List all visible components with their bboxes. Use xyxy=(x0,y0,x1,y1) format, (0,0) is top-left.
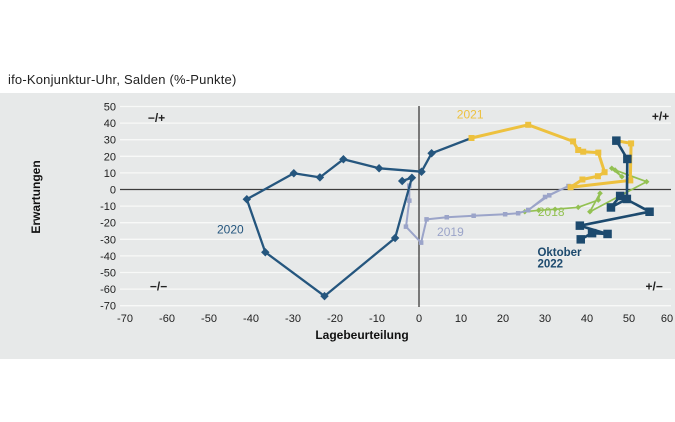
x-tick--70: -70 xyxy=(117,313,133,325)
series-2020-marker-6 xyxy=(289,168,299,178)
series-2019-marker-3 xyxy=(542,194,548,200)
x-tick--10: -10 xyxy=(369,313,385,325)
quadrant-label-2: −/− xyxy=(150,280,167,294)
x-tick-0: 0 xyxy=(416,313,422,325)
x-tick--50: -50 xyxy=(201,313,217,325)
quadrant-label-1: +/+ xyxy=(652,109,669,123)
series-2018-marker-3 xyxy=(643,178,650,185)
y-tick-40: 40 xyxy=(104,118,116,130)
series-2018-marker-5 xyxy=(597,190,603,197)
x-tick-60: 60 xyxy=(661,313,673,325)
series-2022-marker-6 xyxy=(575,221,585,230)
series-2021-marker-11 xyxy=(628,140,635,147)
series-2019-marker-6 xyxy=(502,212,508,217)
series-2021-marker-8 xyxy=(579,176,586,183)
series-2018-marker-1 xyxy=(619,173,625,180)
series-2020-marker-3 xyxy=(320,291,329,301)
y-tick--40: -40 xyxy=(100,251,116,263)
series-2019-marker-5 xyxy=(515,211,521,216)
y-tick--70: -70 xyxy=(100,301,116,313)
series-2020-marker-8 xyxy=(339,155,348,164)
series-2022-label-line2: 2022 xyxy=(537,259,563,271)
series-2020-marker-2 xyxy=(390,233,400,243)
x-tick-30: 30 xyxy=(539,313,551,325)
series-2022-marker-3 xyxy=(606,203,616,212)
series-2020-marker-7 xyxy=(315,173,325,182)
series-2019-label: 2019 xyxy=(437,225,464,239)
x-tick--20: -20 xyxy=(327,313,343,325)
quadrant-label-3: +/− xyxy=(646,280,663,294)
series-2020-marker-9 xyxy=(374,164,384,173)
series-2019-marker-9 xyxy=(424,217,429,222)
series-2018-marker-2 xyxy=(612,167,618,173)
x-tick-40: 40 xyxy=(581,313,593,325)
series-2020-marker-1 xyxy=(407,173,417,182)
series-2021-label: 2021 xyxy=(457,107,484,121)
series-2019-marker-12 xyxy=(407,198,412,203)
y-tick-50: 50 xyxy=(104,102,116,114)
series-2020-marker-11 xyxy=(427,149,436,158)
series-2021-marker-9 xyxy=(567,184,574,191)
y-tick--20: -20 xyxy=(100,218,116,230)
series-2020-marker-4 xyxy=(261,247,270,257)
series-2020-marker-10 xyxy=(417,167,426,176)
series-2019-line xyxy=(405,184,570,244)
x-tick--60: -60 xyxy=(159,313,175,325)
series-2019-marker-7 xyxy=(471,213,476,218)
series-2022-marker-0 xyxy=(612,136,621,145)
series-2022-marker-1 xyxy=(623,154,632,164)
series-2021-marker-2 xyxy=(570,138,577,145)
series-2019-marker-11 xyxy=(403,224,409,229)
x-tick-10: 10 xyxy=(455,313,467,325)
series-2018-marker-9 xyxy=(535,207,542,214)
x-tick--40: -40 xyxy=(243,313,259,325)
y-tick-20: 20 xyxy=(104,151,116,163)
series-2021-marker-7 xyxy=(594,173,601,180)
series-2021-marker-6 xyxy=(601,169,608,176)
x-tick--30: -30 xyxy=(285,313,301,325)
series-2019-marker-4 xyxy=(526,208,531,213)
series-2022-line xyxy=(578,139,651,241)
x-tick-20: 20 xyxy=(497,313,509,325)
series-2022-marker-9 xyxy=(576,235,585,244)
series-2021-marker-5 xyxy=(595,149,602,156)
y-tick--30: -30 xyxy=(100,234,116,246)
series-2019-marker-1 xyxy=(547,193,552,198)
y-tick-30: 30 xyxy=(104,135,116,147)
series-2018-marker-4 xyxy=(587,208,593,215)
series-2019-marker-8 xyxy=(444,215,449,220)
y-tick--10: -10 xyxy=(100,201,116,213)
series-2021-marker-4 xyxy=(580,148,587,155)
series-2021-marker-0 xyxy=(468,135,475,141)
series-2022-marker-7 xyxy=(603,229,612,239)
y-tick-10: 10 xyxy=(104,168,116,180)
series-2020-marker-5 xyxy=(242,195,252,204)
series-2022-marker-2 xyxy=(622,194,632,204)
series-2021-marker-10 xyxy=(627,177,634,184)
chart-title: ifo-Konjunktur-Uhr, Salden (%-Punkte) xyxy=(8,72,237,87)
series-2020-marker-0 xyxy=(397,176,407,186)
series-2019-marker-10 xyxy=(418,240,424,245)
series-2022-marker-8 xyxy=(587,228,597,238)
x-tick-50: 50 xyxy=(623,313,635,325)
series-2021-marker-1 xyxy=(525,121,532,128)
y-tick--50: -50 xyxy=(100,268,116,280)
series-2018-marker-6 xyxy=(595,197,602,203)
series-2018-marker-7 xyxy=(575,204,582,211)
series-2022-marker-5 xyxy=(645,207,654,216)
series-2020-label: 2020 xyxy=(217,222,244,236)
series-2022-marker-4 xyxy=(615,191,625,201)
y-axis-label: Erwartungen xyxy=(29,160,43,233)
y-tick-0: 0 xyxy=(110,185,116,197)
series-2018-marker-8 xyxy=(552,206,558,213)
y-tick--60: -60 xyxy=(100,284,116,296)
series-2018-label: 2018 xyxy=(538,205,565,219)
series-2022-label-line1: Oktober xyxy=(537,247,582,259)
series-2021-marker-3 xyxy=(575,147,582,153)
quadrant-label-0: −/+ xyxy=(148,111,165,125)
x-axis-label: Lagebeurteilung xyxy=(315,328,408,342)
